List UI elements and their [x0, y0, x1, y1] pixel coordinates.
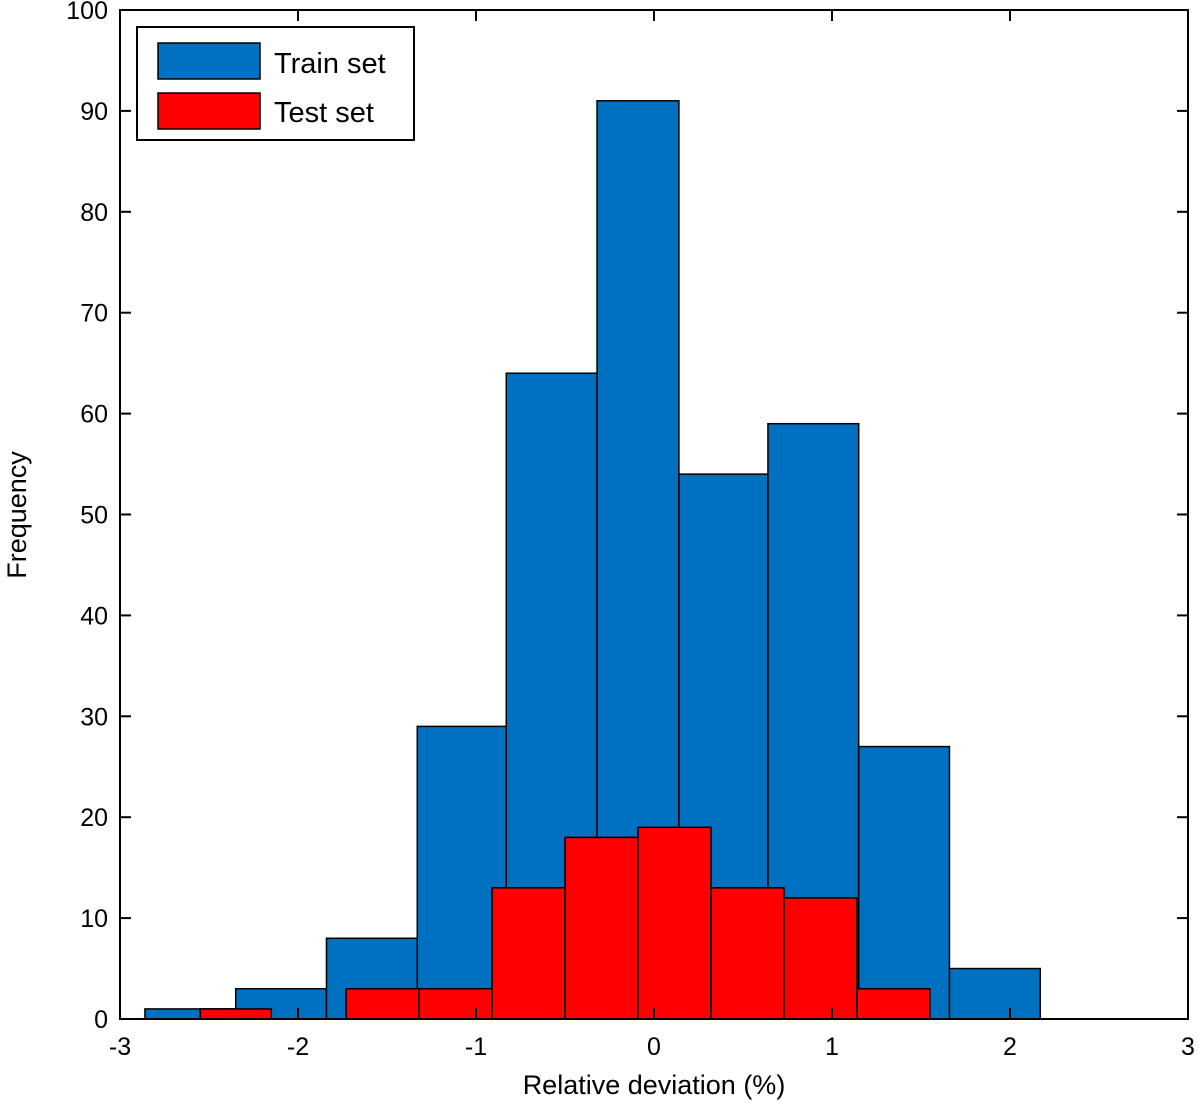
- y-tick-label: 60: [80, 401, 108, 429]
- bar-test-5: [637, 826, 712, 1020]
- bar-train-8: [857, 745, 951, 1020]
- bars-layer: [144, 100, 1042, 1020]
- legend-swatch-test: [157, 92, 261, 130]
- bar-train-9: [948, 967, 1042, 1020]
- bar-test-8: [856, 987, 931, 1020]
- x-tick-label: -1: [465, 1033, 487, 1061]
- bar-test-0: [199, 1008, 273, 1020]
- y-tick-label: 10: [80, 905, 108, 933]
- x-tick-label: -2: [287, 1033, 309, 1061]
- legend-swatch-train: [157, 42, 261, 80]
- y-tick-label: 100: [66, 0, 108, 25]
- bar-test-6: [710, 887, 785, 1020]
- bar-test-2: [418, 987, 493, 1020]
- x-tick-label: -3: [109, 1033, 131, 1061]
- x-tick-label: 3: [1181, 1033, 1195, 1061]
- y-tick-label: 80: [80, 199, 108, 227]
- bar-test-7: [783, 897, 858, 1020]
- bar-test-4: [564, 836, 639, 1020]
- y-tick-label: 50: [80, 502, 108, 530]
- legend: Train set Test set: [136, 26, 415, 141]
- legend-label-test: Test set: [274, 97, 374, 129]
- x-axis-label: Relative deviation (%): [523, 1070, 786, 1100]
- y-tick-label: 20: [80, 804, 108, 832]
- y-tick-label: 70: [80, 300, 108, 328]
- y-tick-label: 40: [80, 602, 108, 630]
- x-tick-label: 0: [647, 1033, 661, 1061]
- y-axis-label: Frequency: [2, 451, 32, 579]
- bar-test-1: [345, 987, 420, 1020]
- bar-test-3: [491, 887, 566, 1020]
- y-tick-label: 90: [80, 98, 108, 126]
- axis-ticks: [119, 9, 1189, 1020]
- y-tick-label: 30: [80, 703, 108, 731]
- x-tick-label: 1: [825, 1033, 839, 1061]
- x-tick-label: 2: [1003, 1033, 1017, 1061]
- legend-label-train: Train set: [274, 48, 386, 80]
- y-tick-label: 0: [94, 1006, 108, 1034]
